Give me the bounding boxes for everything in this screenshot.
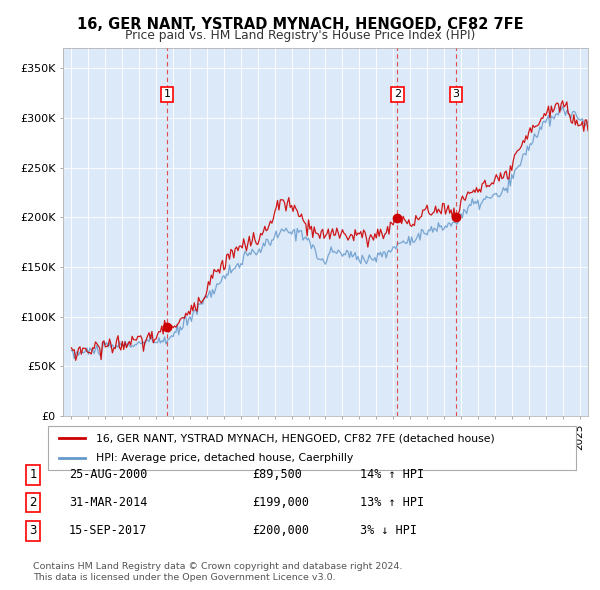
Text: 3: 3 xyxy=(452,89,460,99)
Text: 16, GER NANT, YSTRAD MYNACH, HENGOED, CF82 7FE: 16, GER NANT, YSTRAD MYNACH, HENGOED, CF… xyxy=(77,17,523,31)
Text: Price paid vs. HM Land Registry's House Price Index (HPI): Price paid vs. HM Land Registry's House … xyxy=(125,30,475,42)
Text: This data is licensed under the Open Government Licence v3.0.: This data is licensed under the Open Gov… xyxy=(33,573,335,582)
Text: £199,000: £199,000 xyxy=(252,496,309,509)
Text: Contains HM Land Registry data © Crown copyright and database right 2024.: Contains HM Land Registry data © Crown c… xyxy=(33,562,403,571)
Text: 16, GER NANT, YSTRAD MYNACH, HENGOED, CF82 7FE (detached house): 16, GER NANT, YSTRAD MYNACH, HENGOED, CF… xyxy=(95,434,494,443)
Text: 14% ↑ HPI: 14% ↑ HPI xyxy=(360,468,424,481)
Text: 31-MAR-2014: 31-MAR-2014 xyxy=(69,496,148,509)
Text: 15-SEP-2017: 15-SEP-2017 xyxy=(69,525,148,537)
Text: £200,000: £200,000 xyxy=(252,525,309,537)
Text: 2: 2 xyxy=(29,496,37,509)
Text: 1: 1 xyxy=(164,89,170,99)
Text: HPI: Average price, detached house, Caerphilly: HPI: Average price, detached house, Caer… xyxy=(95,453,353,463)
Text: 1: 1 xyxy=(29,468,37,481)
Text: 2: 2 xyxy=(394,89,401,99)
Text: 13% ↑ HPI: 13% ↑ HPI xyxy=(360,496,424,509)
Text: 3% ↓ HPI: 3% ↓ HPI xyxy=(360,525,417,537)
Text: £89,500: £89,500 xyxy=(252,468,302,481)
FancyBboxPatch shape xyxy=(48,426,576,470)
Text: 3: 3 xyxy=(29,525,37,537)
Text: 25-AUG-2000: 25-AUG-2000 xyxy=(69,468,148,481)
